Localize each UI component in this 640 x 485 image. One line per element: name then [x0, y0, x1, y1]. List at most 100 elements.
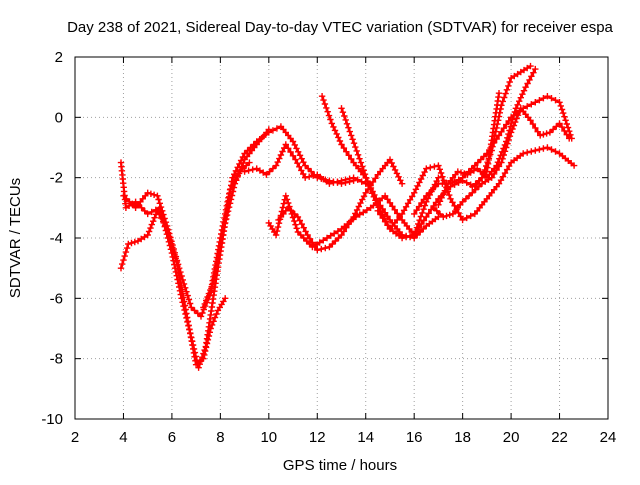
data-point	[375, 204, 382, 211]
data-point	[432, 183, 439, 190]
data-point	[272, 231, 280, 239]
data-point	[532, 65, 539, 73]
data-point	[327, 232, 334, 239]
data-point	[400, 207, 408, 214]
data-point	[218, 235, 226, 243]
data-point	[316, 239, 323, 246]
data-point	[147, 224, 154, 232]
data-point	[438, 194, 445, 201]
data-point	[232, 167, 240, 174]
data-point	[211, 272, 218, 279]
data-point	[191, 349, 199, 356]
data-point	[495, 113, 503, 120]
data-point	[455, 176, 462, 183]
data-point	[350, 140, 358, 147]
x-tick-label: 2	[71, 429, 79, 446]
data-point	[467, 212, 474, 220]
data-point	[338, 231, 345, 239]
data-point	[516, 98, 523, 105]
data-point	[459, 216, 466, 224]
data-point	[548, 146, 555, 153]
data-point	[490, 139, 497, 147]
data-point	[182, 284, 189, 291]
y-tick-label: 2	[55, 49, 63, 66]
series-sat-5	[241, 141, 369, 187]
data-point	[451, 178, 458, 185]
data-point	[339, 109, 347, 116]
data-point	[397, 177, 404, 184]
data-point	[345, 152, 352, 159]
data-point	[195, 364, 202, 371]
data-point	[323, 234, 331, 242]
data-point	[413, 228, 420, 235]
data-point	[326, 243, 333, 251]
data-point	[119, 260, 126, 268]
data-point	[183, 314, 190, 322]
data-point	[213, 310, 220, 318]
data-point	[145, 228, 153, 235]
data-point	[159, 207, 166, 214]
data-point	[273, 227, 281, 235]
data-point	[527, 62, 534, 70]
data-point	[519, 91, 526, 98]
data-point	[282, 192, 289, 199]
y-axis-label: SDTVAR / TECUs	[7, 178, 24, 298]
data-point	[437, 169, 445, 177]
data-point	[391, 206, 398, 213]
data-point	[501, 141, 509, 149]
data-point	[560, 109, 567, 117]
data-point	[324, 108, 331, 115]
data-point	[335, 134, 342, 141]
data-point	[454, 168, 461, 175]
data-point	[416, 179, 423, 186]
data-point	[209, 280, 217, 287]
data-point	[384, 213, 391, 220]
data-point	[190, 345, 198, 353]
data-point	[544, 93, 551, 100]
data-point	[232, 175, 240, 183]
data-point	[501, 169, 509, 177]
data-point	[291, 217, 298, 225]
x-tick-label: 8	[216, 429, 224, 446]
y-tick-label: -8	[50, 351, 63, 368]
data-point	[381, 218, 389, 225]
data-point	[203, 297, 210, 304]
data-point	[147, 190, 155, 197]
data-point	[526, 76, 533, 84]
data-point	[435, 201, 442, 208]
data-point	[310, 172, 317, 179]
data-point	[353, 147, 360, 155]
data-point	[292, 156, 299, 163]
data-point	[141, 207, 148, 215]
x-tick-label: 6	[168, 429, 176, 446]
data-point	[528, 101, 535, 108]
data-point	[168, 238, 175, 245]
series-sat-13	[435, 65, 539, 208]
data-point	[128, 239, 135, 247]
data-point	[472, 186, 479, 193]
data-point	[177, 268, 184, 276]
data-point	[544, 144, 551, 151]
data-point	[300, 159, 307, 166]
data-point	[144, 231, 151, 239]
data-point	[306, 173, 313, 180]
data-point	[197, 313, 205, 320]
data-point	[524, 64, 531, 72]
data-point	[340, 144, 348, 152]
data-point	[543, 130, 550, 137]
data-point	[384, 196, 391, 203]
data-point	[493, 162, 500, 169]
data-point	[334, 228, 342, 235]
data-point	[420, 217, 428, 224]
data-point	[126, 198, 133, 205]
data-point	[237, 157, 245, 164]
data-point	[354, 151, 362, 158]
data-point	[318, 93, 326, 100]
data-point	[144, 189, 151, 196]
data-point	[246, 159, 253, 166]
data-point	[176, 287, 184, 294]
data-point	[427, 164, 434, 171]
data-point	[411, 210, 418, 218]
x-tick-label: 20	[503, 429, 520, 446]
